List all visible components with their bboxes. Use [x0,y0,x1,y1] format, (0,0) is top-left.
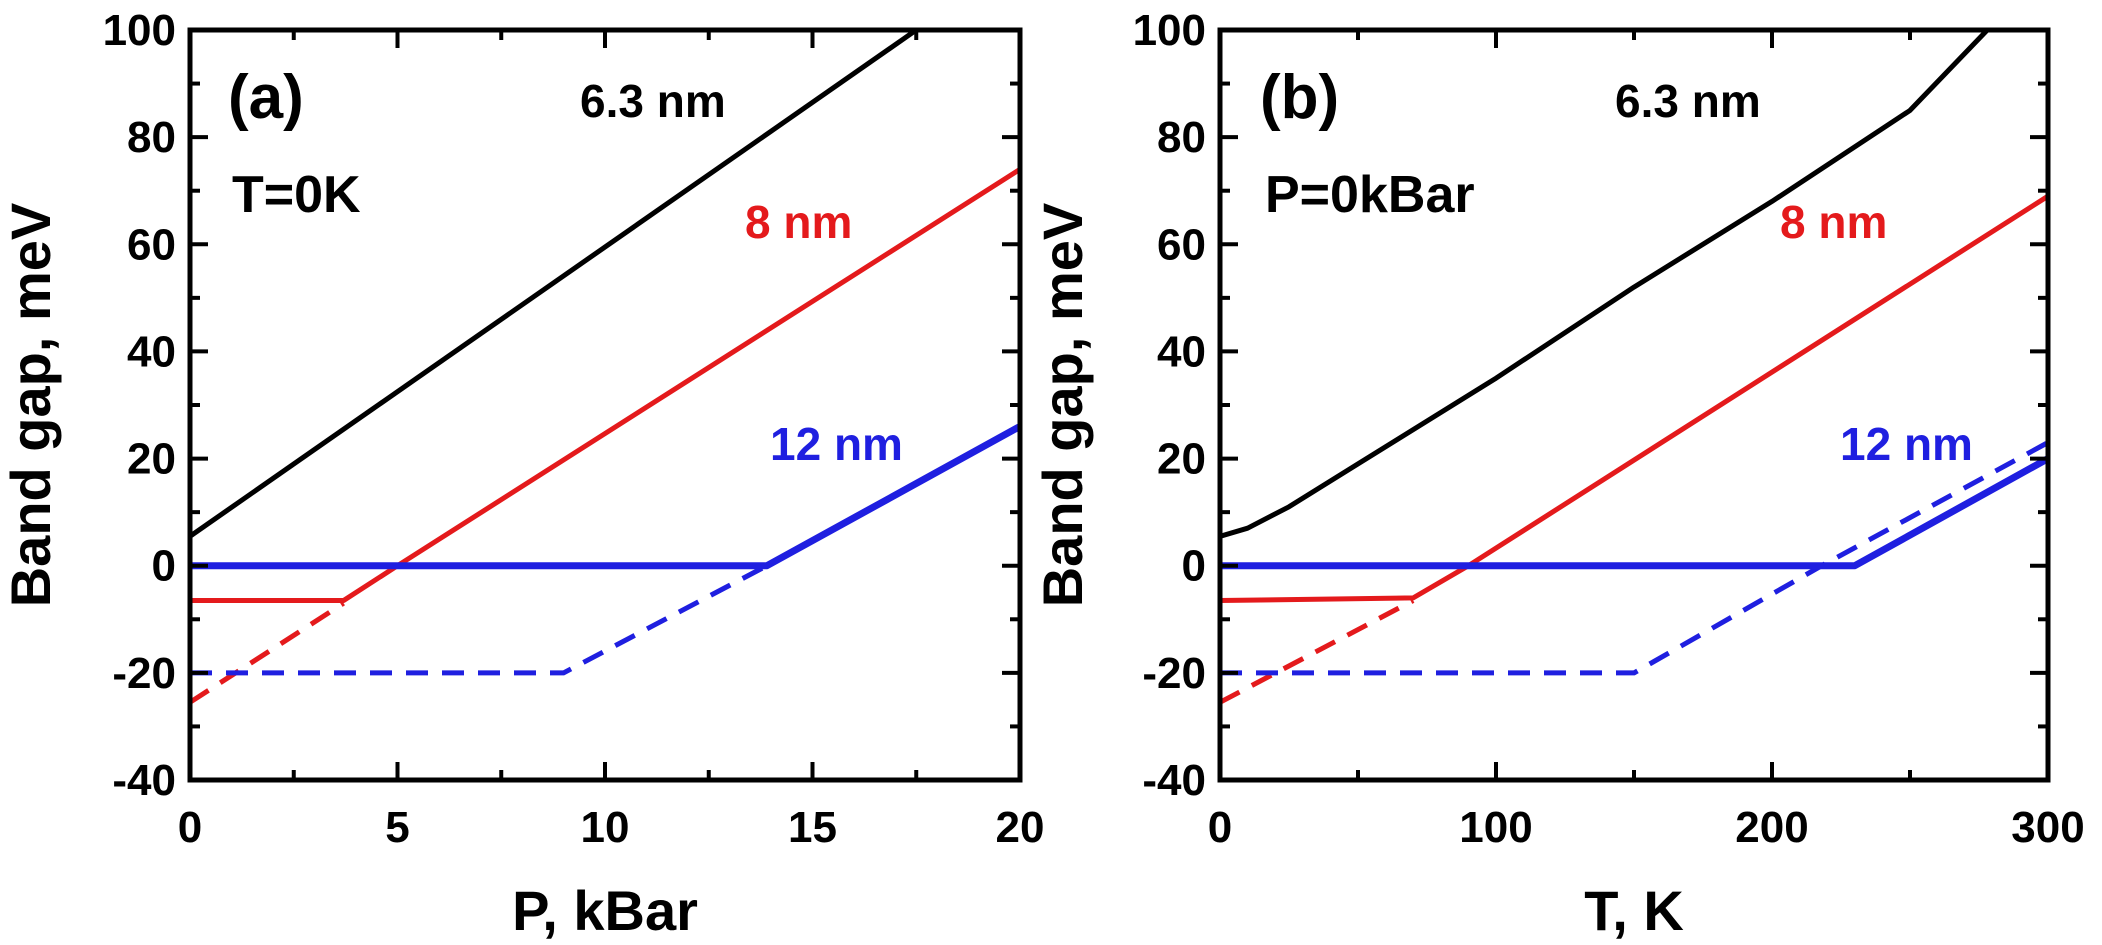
panel-b-series-label-12nm: 12 nm [1840,418,1973,470]
panel-a-series-black-solid-0 [190,30,918,539]
panel-b-series-red-solid-1 [1220,193,2048,603]
panel-b-x-tick-label: 0 [1208,803,1232,852]
panel-a-x-tick-label: 0 [178,803,202,852]
panel-a-series-label-8nm: 8 nm [745,196,852,248]
panel-a-series-label-6-3nm: 6.3 nm [580,75,726,127]
panel-a-series-label-12nm: 12 nm [770,418,903,470]
panel-b-y-tick-label: 80 [1157,113,1206,162]
panel-a-condition: T=0K [232,166,361,224]
panel-a-x-tick-label: 10 [581,803,630,852]
panel-b-condition: P=0kBar [1265,166,1475,224]
panel-a-y-tick-label: -20 [112,649,176,698]
panel-a-y-tick-label: 60 [127,220,176,269]
panel-b-y-tick-label: 100 [1133,6,1206,55]
panel-a-y-tick-label: 80 [127,113,176,162]
panel-a-series-blue-solid-3 [190,423,1020,570]
panel-b-series-blue-dashed-4 [1220,440,2048,676]
panel-a-series-blue-dashed-4 [190,424,1020,676]
panel-a-y-tick-label: 0 [152,542,176,591]
panel-a-ticks: 0 5 10 15 20 -40 -20 0 20 40 60 80 100 [103,6,1045,852]
panel-b-y-axis-title: Band gap, meV [1031,203,1094,608]
panel-a-x-tick-label: 15 [788,803,837,852]
panel-b-y-tick-label: -20 [1142,649,1206,698]
panel-a: 0 5 10 15 20 -40 -20 0 20 40 60 80 100 (a) T=0K 6.3 … [0,6,1044,942]
panel-b-x-tick-label: 300 [2011,803,2084,852]
panel-b-y-tick-label: 20 [1157,435,1206,484]
panel-a-y-tick-label: -40 [112,756,176,805]
panel-b-y-tick-label: 0 [1182,542,1206,591]
panel-b-y-tick-label: 60 [1157,220,1206,269]
panel-a-y-tick-label: 20 [127,435,176,484]
panel-a-y-tick-label: 40 [127,327,176,376]
panel-b-x-tick-label: 100 [1459,803,1532,852]
panel-a-x-axis-title: P, kBar [512,879,698,942]
panel-b-label: (b) [1260,63,1339,132]
panel-b-series-label-8nm: 8 nm [1780,196,1887,248]
panel-a-plot [190,30,1020,705]
panel-a-frame [187,27,1023,783]
panel-a-series-red-solid-1 [190,167,1020,603]
panel-a-y-axis-title: Band gap, meV [0,203,62,608]
panel-b-series-label-6-3nm: 6.3 nm [1615,75,1761,127]
panel-a-x-tick-label: 5 [385,803,409,852]
panel-b-x-tick-label: 200 [1735,803,1808,852]
panel-a-label: (a) [228,63,304,132]
panel-b-ticks: 0 100 200 300 -40 -20 0 20 40 60 80 100 [1133,6,2085,852]
panel-b-series-red-dashed-2 [1220,598,1415,705]
panel-b-y-tick-label: -40 [1142,756,1206,805]
panel-b-frame [1217,27,2051,783]
panel-a-y-tick-label: 100 [103,6,176,55]
panel-b-plot [1220,30,2048,705]
panel-b-series-blue-solid-3 [1220,455,2048,570]
panel-a-x-tick-label: 20 [996,803,1045,852]
panel-b-series-black-solid-0 [1220,30,1990,539]
panel-b-x-axis-title: T, K [1584,879,1684,942]
panel-b-y-tick-label: 40 [1157,327,1206,376]
panel-a-series-red-dashed-2 [190,601,345,705]
panel-b: 0 100 200 300 -40 -20 0 20 40 60 80 100 (b) P=0kBar… [1031,6,2085,942]
